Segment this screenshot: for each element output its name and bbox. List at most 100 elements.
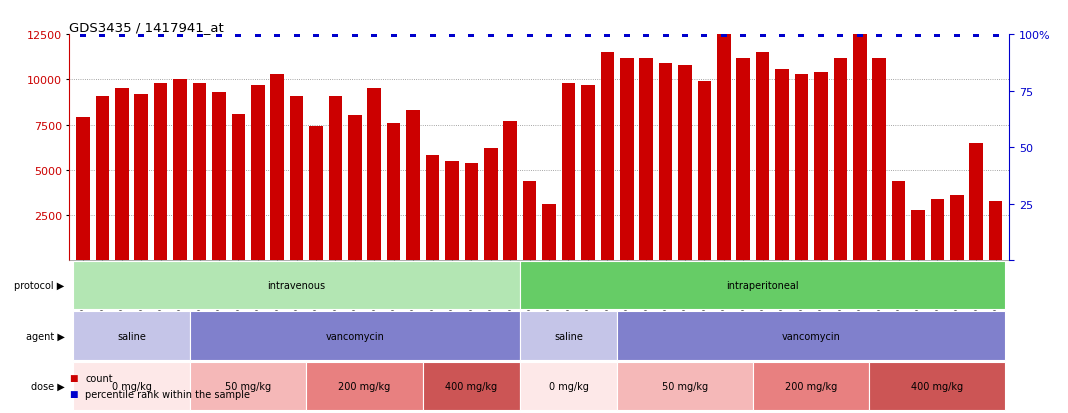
Text: intravenous: intravenous — [268, 281, 326, 291]
Point — [327, 32, 344, 38]
Point — [132, 32, 150, 38]
Bar — [190, 312, 520, 360]
Point — [754, 32, 771, 38]
Bar — [717, 35, 731, 261]
Bar — [617, 362, 753, 410]
Point — [521, 32, 538, 38]
Bar — [348, 115, 362, 261]
Point — [443, 32, 460, 38]
Bar — [617, 312, 1005, 360]
Bar — [484, 149, 498, 261]
Point — [657, 32, 674, 38]
Bar — [930, 199, 944, 261]
Bar — [115, 89, 128, 261]
Text: ■: ■ — [69, 373, 78, 382]
Text: dose ▶: dose ▶ — [31, 381, 65, 391]
Point — [94, 32, 111, 38]
Bar — [96, 97, 109, 261]
Point — [249, 32, 266, 38]
Bar — [600, 53, 614, 261]
Point — [676, 32, 693, 38]
Text: saline: saline — [117, 331, 146, 341]
Bar — [423, 362, 520, 410]
Bar — [173, 80, 187, 261]
Point — [405, 32, 422, 38]
Bar — [562, 84, 576, 261]
Point — [462, 32, 480, 38]
Bar — [659, 64, 673, 261]
Text: saline: saline — [554, 331, 583, 341]
Bar — [523, 181, 536, 261]
Point — [269, 32, 286, 38]
Point — [483, 32, 500, 38]
Text: 200 mg/kg: 200 mg/kg — [339, 381, 391, 391]
Point — [735, 32, 752, 38]
Point — [851, 32, 868, 38]
Point — [365, 32, 382, 38]
Bar — [74, 312, 190, 360]
Bar — [289, 97, 303, 261]
Bar — [426, 156, 439, 261]
Point — [716, 32, 733, 38]
Bar — [873, 59, 886, 261]
Bar — [753, 362, 869, 410]
Point — [929, 32, 946, 38]
Bar — [520, 362, 617, 410]
Bar — [989, 201, 1003, 261]
Bar — [869, 362, 1005, 410]
Bar — [640, 59, 653, 261]
Point — [540, 32, 557, 38]
Bar — [737, 59, 750, 261]
Text: ■: ■ — [69, 389, 78, 398]
Text: 400 mg/kg: 400 mg/kg — [911, 381, 963, 391]
Bar — [892, 181, 906, 261]
Point — [910, 32, 927, 38]
Point — [560, 32, 577, 38]
Bar — [213, 93, 225, 261]
Bar — [503, 122, 517, 261]
Text: count: count — [85, 373, 113, 383]
Point — [424, 32, 441, 38]
Bar — [775, 69, 789, 261]
Bar — [307, 362, 423, 410]
Bar — [970, 143, 983, 261]
Point — [987, 32, 1004, 38]
Text: 0 mg/kg: 0 mg/kg — [549, 381, 588, 391]
Bar — [387, 123, 400, 261]
Point — [579, 32, 596, 38]
Text: 200 mg/kg: 200 mg/kg — [785, 381, 837, 391]
Bar — [270, 75, 284, 261]
Bar — [543, 205, 555, 261]
Point — [113, 32, 130, 38]
Bar — [853, 30, 866, 261]
Point — [599, 32, 616, 38]
Bar — [678, 66, 692, 261]
Text: percentile rank within the sample: percentile rank within the sample — [85, 389, 250, 399]
Point — [386, 32, 403, 38]
Point — [948, 32, 965, 38]
Point — [288, 32, 305, 38]
Text: GDS3435 / 1417941_at: GDS3435 / 1417941_at — [69, 21, 224, 34]
Bar — [74, 362, 190, 410]
Point — [618, 32, 635, 38]
Bar — [154, 84, 168, 261]
Point — [792, 32, 810, 38]
Bar — [833, 59, 847, 261]
Text: 0 mg/kg: 0 mg/kg — [112, 381, 152, 391]
Point — [346, 32, 363, 38]
Bar — [190, 362, 307, 410]
Point — [172, 32, 189, 38]
Text: vancomycin: vancomycin — [326, 331, 384, 341]
Bar — [520, 312, 617, 360]
Point — [191, 32, 208, 38]
Bar — [445, 161, 459, 261]
Text: 400 mg/kg: 400 mg/kg — [445, 381, 498, 391]
Bar — [329, 97, 342, 261]
Text: agent ▶: agent ▶ — [26, 331, 65, 341]
Bar — [406, 111, 420, 261]
Bar — [251, 85, 265, 261]
Bar — [795, 75, 808, 261]
Bar — [135, 95, 148, 261]
Text: 50 mg/kg: 50 mg/kg — [662, 381, 708, 391]
Point — [968, 32, 985, 38]
